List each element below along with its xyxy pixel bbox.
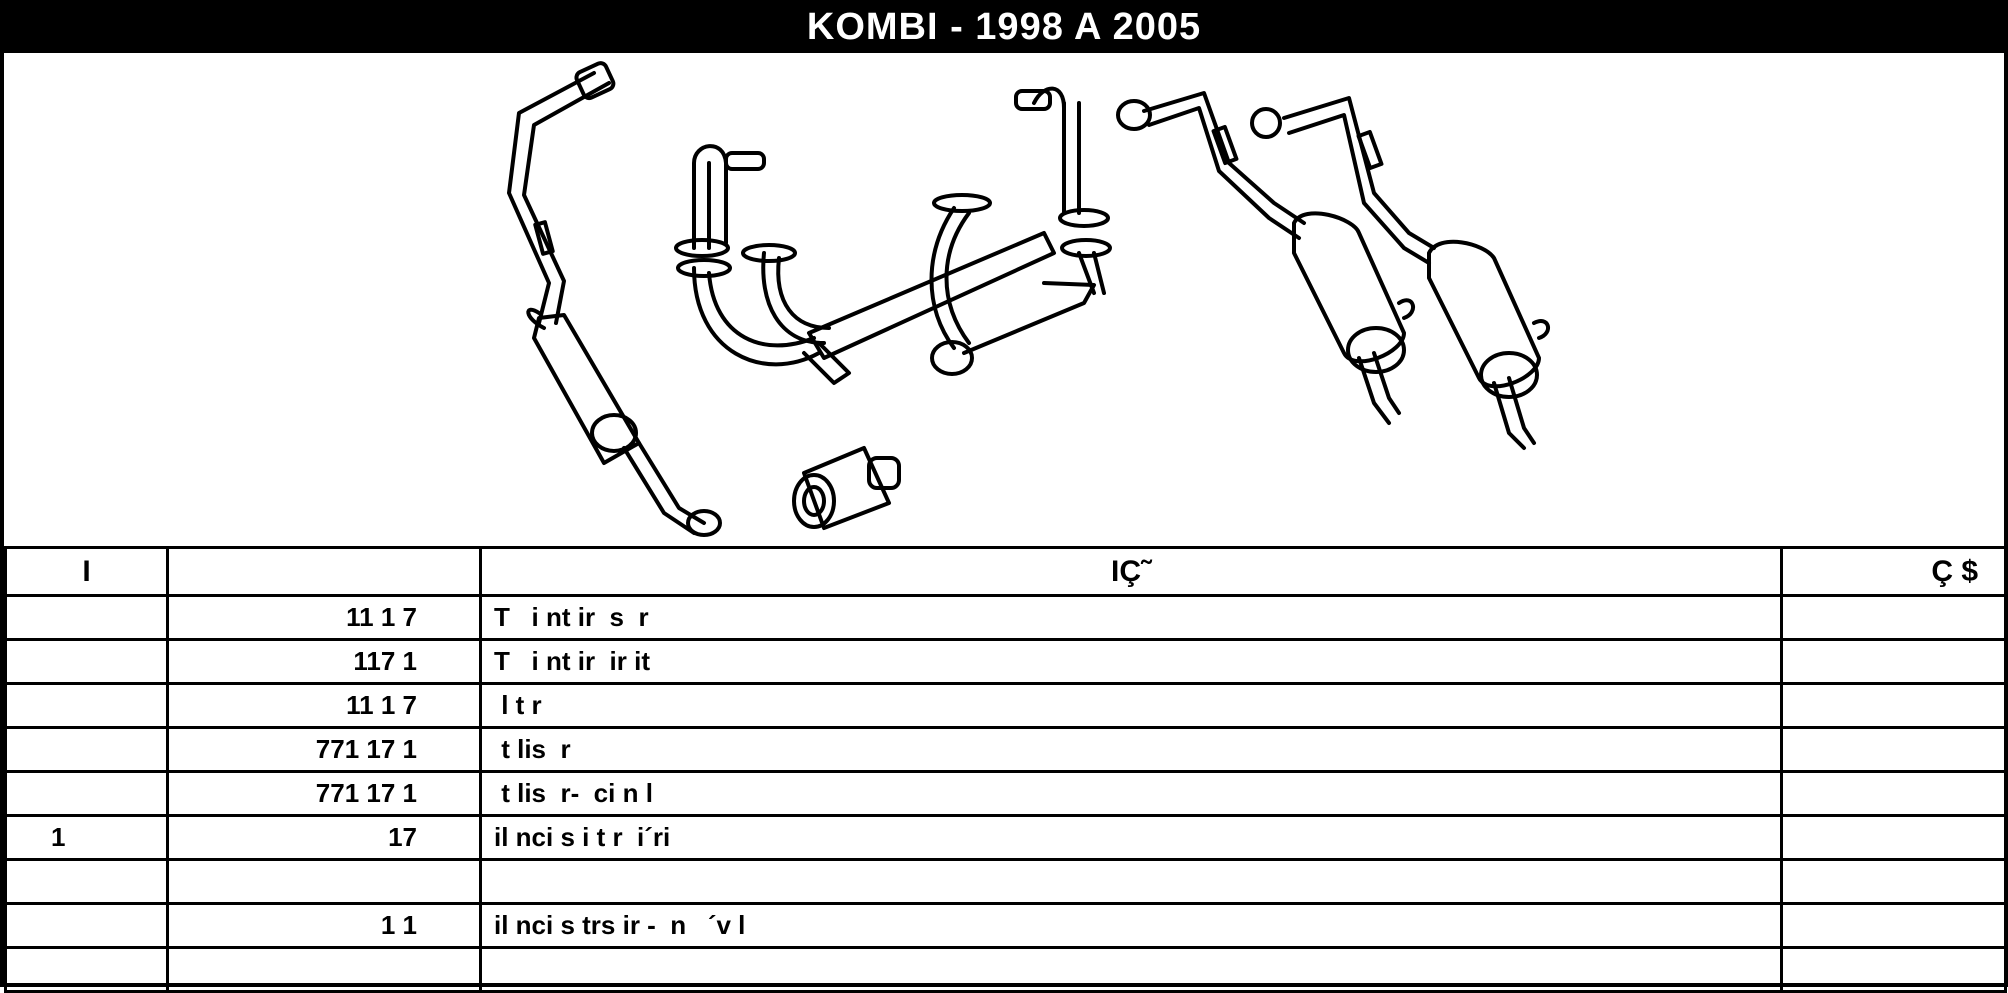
row-description: [479, 858, 1783, 905]
table-row: 117 1 T i nt ir ir it: [4, 638, 2007, 685]
row-price: [1780, 902, 2007, 949]
row-description: T i nt ir ir it: [479, 638, 1783, 685]
row-code: 1 1: [166, 902, 482, 949]
catalytic-converter-drawing: [792, 446, 901, 530]
page-title: KOMBI - 1998 A 2005: [4, 4, 2004, 50]
table-header-row: I IÇ˜ Ç $: [4, 546, 2007, 597]
row-code: 11 1 7: [166, 594, 482, 641]
row-price: [1780, 594, 2007, 641]
row-code: 117 1: [166, 638, 482, 685]
table-row: 771 17 1 t lis r- ci n l: [4, 770, 2007, 817]
row-description: l t r: [479, 682, 1783, 729]
row-description: [479, 946, 1783, 993]
row-item: [4, 858, 169, 905]
row-description: t lis r- ci n l: [479, 770, 1783, 817]
row-price: [1780, 814, 2007, 861]
row-code: [166, 946, 482, 993]
row-price: [1780, 726, 2007, 773]
column-header-item: I: [4, 546, 169, 597]
row-price: [1780, 858, 2007, 905]
row-price: [1780, 638, 2007, 685]
exhaust-system-diagram: [4, 50, 2004, 546]
intermediate-pipe-drawing: [674, 86, 1112, 385]
row-item: [4, 902, 169, 949]
column-header-code: [166, 546, 482, 597]
table-row: 11 1 7 l t r: [4, 682, 2007, 729]
row-code: 771 17 1: [166, 726, 482, 773]
row-item: [4, 682, 169, 729]
row-item: [4, 594, 169, 641]
rear-muffler-left-drawing: [1116, 91, 1415, 425]
row-price: [1780, 946, 2007, 993]
row-price: [1780, 770, 2007, 817]
table-row: 1 17 il nci s i t r i´ri: [4, 814, 2007, 861]
table-row: 771 17 1 t lis r: [4, 726, 2007, 773]
row-item: [4, 946, 169, 993]
row-description: il nci s i t r i´ri: [479, 814, 1783, 861]
table-row: [4, 858, 2007, 905]
row-description: T i nt ir s r: [479, 594, 1783, 641]
rear-muffler-right-drawing: [1250, 96, 1550, 450]
exhaust-parts-illustration: [507, 61, 1550, 537]
table-row: [4, 946, 2007, 993]
row-price: [1780, 682, 2007, 729]
parts-table: I IÇ˜ Ç $ 11 1 7 T i nt ir s r 117 1 T i…: [4, 546, 2007, 993]
column-header-description: IÇ˜: [479, 546, 1783, 597]
table-row: 1 1 il nci s trs ir - n ´v l: [4, 902, 2007, 949]
row-item: [4, 726, 169, 773]
row-code: 771 17 1: [166, 770, 482, 817]
table-row: 11 1 7 T i nt ir s r: [4, 594, 2007, 641]
row-code: 11 1 7: [166, 682, 482, 729]
row-description: il nci s trs ir - n ´v l: [479, 902, 1783, 949]
front-pipe-muffler-drawing: [507, 61, 722, 537]
row-item: [4, 770, 169, 817]
row-item: [4, 638, 169, 685]
row-code: 17: [166, 814, 482, 861]
column-header-price: Ç $: [1780, 546, 2007, 597]
row-item: 1: [4, 814, 169, 861]
row-code: [166, 858, 482, 905]
row-description: t lis r: [479, 726, 1783, 773]
